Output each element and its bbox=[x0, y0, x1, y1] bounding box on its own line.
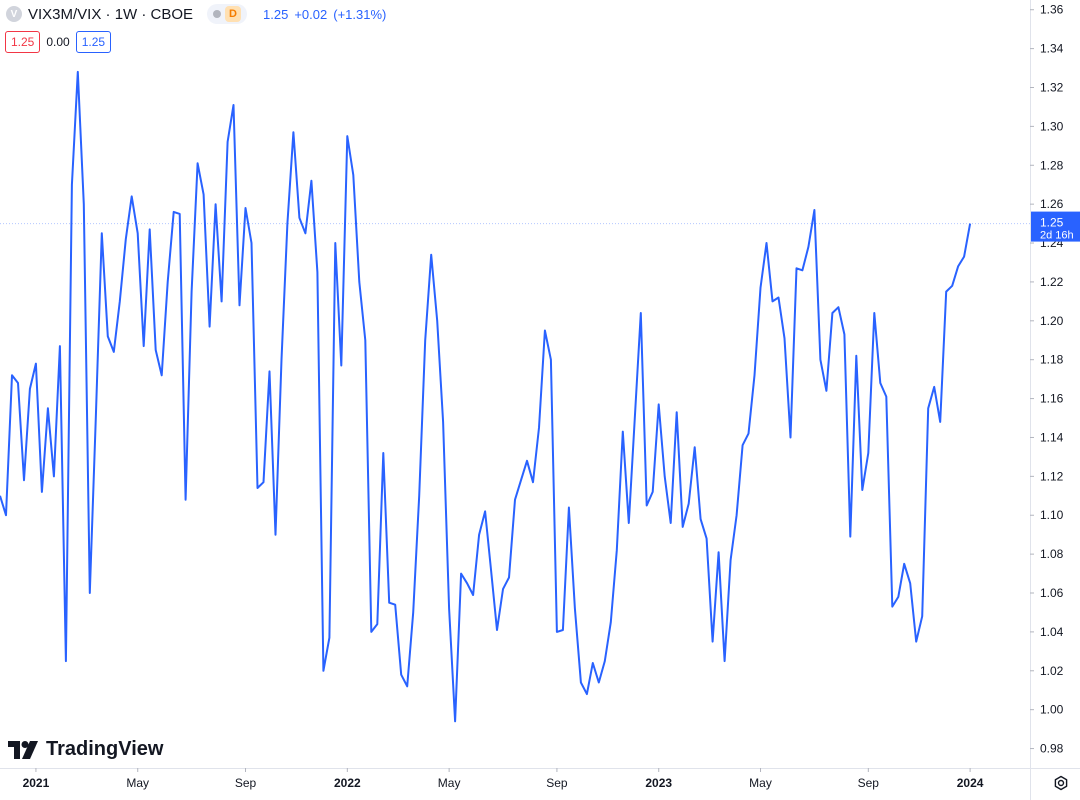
time-tick-label: Sep bbox=[858, 776, 880, 790]
price-tick-label: 1.32 bbox=[1040, 80, 1064, 94]
time-tick-label: 2023 bbox=[645, 776, 672, 790]
price-tick-label: 1.20 bbox=[1040, 314, 1064, 328]
tradingview-logo-icon bbox=[8, 740, 40, 759]
market-status[interactable]: D bbox=[207, 4, 248, 24]
symbol-legend: V VIX3M/VIX · 1W · CBOE D 1.25 +0.02 (+1… bbox=[6, 4, 386, 24]
settings-icon[interactable] bbox=[1051, 773, 1071, 793]
tradingview-wordmark: TradingView bbox=[46, 738, 164, 760]
price-axis[interactable]: 0.98 1.00 1.02 1.04 1.06 1.08 1.10 1.12 1.14 1.16… bbox=[1030, 0, 1080, 800]
price-tick-label: 1.08 bbox=[1040, 547, 1064, 561]
buy-button[interactable]: 1.25 bbox=[75, 31, 112, 53]
price-tick-label: 1.30 bbox=[1040, 119, 1064, 133]
last-price-label-value: 1.25 bbox=[1040, 216, 1064, 230]
series-line[interactable] bbox=[0, 70, 972, 723]
time-tick-label: 2024 bbox=[957, 776, 984, 790]
price-tick-label: 1.18 bbox=[1040, 353, 1064, 367]
price-tick-label: 1.28 bbox=[1040, 158, 1064, 172]
price-tick-label: 1.22 bbox=[1040, 275, 1064, 289]
price-tick-label: 1.14 bbox=[1040, 430, 1064, 444]
price-summary: 1.25 +0.02 (+1.31%) bbox=[263, 7, 386, 22]
time-axis[interactable]: 2021 May Sep 2022 May Sep 2023 May Sep 2024 bbox=[0, 768, 1080, 790]
data-delay-badge: D bbox=[225, 6, 242, 22]
price-tick-label: 1.36 bbox=[1040, 3, 1064, 17]
tradingview-logo[interactable]: TradingView bbox=[8, 738, 163, 761]
spread-value: 0.00 bbox=[46, 35, 70, 49]
price-tick-label: 1.26 bbox=[1040, 197, 1064, 211]
price-change: +0.02 bbox=[294, 6, 328, 22]
last-price-label-countdown: 2d 16h bbox=[1040, 230, 1074, 242]
price-tick-label: 0.98 bbox=[1040, 742, 1064, 756]
time-tick-label: 2022 bbox=[334, 776, 361, 790]
price-change-percent: (+1.31%) bbox=[333, 6, 387, 22]
price-tick-label: 1.34 bbox=[1040, 42, 1064, 56]
time-tick-label: 2021 bbox=[23, 776, 50, 790]
symbol-logo-icon[interactable]: V bbox=[6, 6, 22, 22]
plot-area[interactable] bbox=[0, 70, 1030, 723]
time-tick-label: Sep bbox=[235, 776, 257, 790]
price-tick-label: 1.06 bbox=[1040, 586, 1064, 600]
time-tick-label: Sep bbox=[546, 776, 568, 790]
time-tick-label: May bbox=[126, 776, 149, 790]
price-tick-label: 1.00 bbox=[1040, 703, 1064, 717]
price-tick-label: 1.16 bbox=[1040, 392, 1064, 406]
time-tick-label: May bbox=[438, 776, 461, 790]
time-tick-label: May bbox=[749, 776, 772, 790]
price-tick-label: 1.12 bbox=[1040, 469, 1064, 483]
last-price: 1.25 bbox=[263, 6, 289, 22]
price-tick-label: 1.04 bbox=[1040, 625, 1064, 639]
market-status-dot-icon bbox=[213, 10, 222, 18]
price-tick-label: 1.10 bbox=[1040, 508, 1064, 522]
last-price-label-bg bbox=[1031, 211, 1080, 242]
price-tick-label: 1.02 bbox=[1040, 664, 1064, 678]
symbol-title[interactable]: VIX3M/VIX · 1W · CBOE bbox=[28, 5, 194, 23]
sell-button[interactable]: 1.25 bbox=[5, 31, 41, 53]
quote-row: 1.25 0.00 1.25 bbox=[5, 31, 112, 53]
